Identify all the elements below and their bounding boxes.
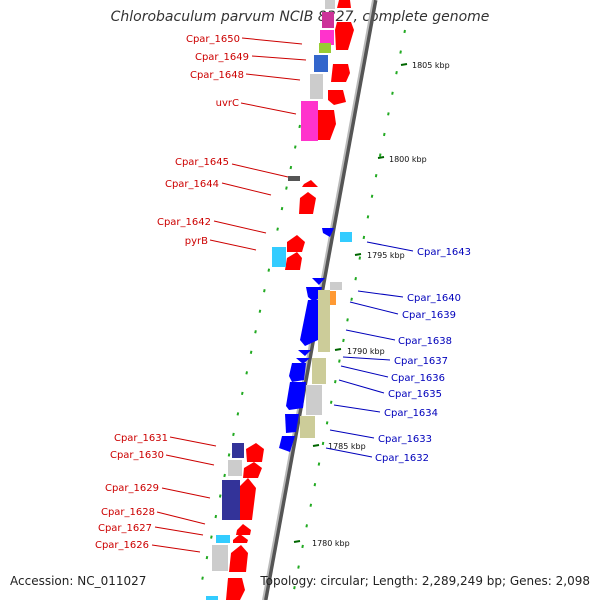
genome-summary-text: Topology: circular; Length: 2,289,249 bp… — [260, 574, 590, 588]
ruler-label: 1795 kbp — [367, 251, 405, 260]
dotted-track-left — [199, 124, 301, 591]
gene-label-left[interactable]: pyrB — [185, 236, 208, 247]
gene-label-right[interactable]: Cpar_1633 — [378, 434, 432, 445]
gene-label-left[interactable]: Cpar_1628 — [101, 507, 155, 518]
gene-label-right[interactable]: Cpar_1638 — [398, 336, 452, 347]
ruler-label: 1785 kbp — [328, 442, 366, 451]
ruler-label: 1800 kbp — [389, 155, 427, 164]
gene-label-right[interactable]: Cpar_1637 — [394, 356, 448, 367]
gene-label-right[interactable]: Cpar_1635 — [388, 389, 442, 400]
gene-label-right[interactable]: Cpar_1634 — [384, 408, 438, 419]
gene-label-left[interactable]: Cpar_1650 — [186, 34, 240, 45]
gene-label-left[interactable]: Cpar_1626 — [95, 540, 149, 551]
gene-label-left[interactable]: Cpar_1642 — [157, 217, 211, 228]
left-leaders — [151, 37, 307, 553]
gene-label-left[interactable]: Cpar_1649 — [195, 52, 249, 63]
gene-label-left[interactable]: Cpar_1648 — [190, 70, 244, 81]
gene-label-right[interactable]: Cpar_1643 — [417, 247, 471, 258]
gene-label-left[interactable]: Cpar_1627 — [98, 523, 152, 534]
gene-label-right[interactable]: Cpar_1640 — [407, 293, 461, 304]
ruler-ticks — [293, 63, 408, 543]
forward-strand-genes[interactable] — [226, 0, 354, 600]
dotted-track-right — [291, 29, 406, 600]
ruler-label: 1805 kbp — [412, 61, 450, 70]
gene-label-left[interactable]: uvrC — [216, 98, 239, 109]
gene-label-left[interactable]: Cpar_1645 — [175, 157, 229, 168]
gene-label-right[interactable]: Cpar_1636 — [391, 373, 445, 384]
gene-label-right[interactable]: Cpar_1632 — [375, 453, 429, 464]
gene-label-left[interactable]: Cpar_1644 — [165, 179, 219, 190]
accession-text: Accession: NC_011027 — [10, 574, 147, 588]
gene-label-left[interactable]: Cpar_1629 — [105, 483, 159, 494]
gene-label-right[interactable]: Cpar_1639 — [402, 310, 456, 321]
right-leaders — [325, 241, 414, 458]
gene-label-left[interactable]: Cpar_1630 — [110, 450, 164, 461]
ruler-label: 1780 kbp — [312, 539, 350, 548]
feature-boxes[interactable] — [206, 0, 352, 600]
map-title: Chlorobaculum parvum NCIB 8327, complete… — [110, 9, 490, 25]
gene-label-left[interactable]: Cpar_1631 — [114, 433, 168, 444]
ruler-label: 1790 kbp — [347, 347, 385, 356]
